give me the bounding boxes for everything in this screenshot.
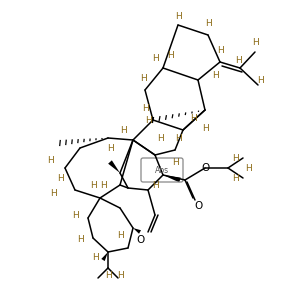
Text: H: H: [175, 11, 181, 20]
Text: H: H: [140, 74, 146, 82]
Text: H: H: [232, 174, 238, 183]
Polygon shape: [133, 228, 141, 234]
Text: H: H: [105, 270, 111, 279]
Text: H: H: [245, 164, 251, 172]
Text: H: H: [172, 158, 178, 166]
Text: O: O: [194, 201, 202, 211]
Polygon shape: [101, 252, 108, 261]
Text: H: H: [235, 55, 241, 64]
Text: H: H: [217, 45, 223, 55]
Text: H: H: [152, 181, 158, 189]
Text: H: H: [100, 181, 106, 189]
Text: H: H: [252, 37, 258, 47]
Text: H: H: [77, 235, 84, 245]
Polygon shape: [163, 175, 181, 182]
Text: H: H: [201, 124, 208, 133]
Text: H: H: [256, 76, 263, 85]
Text: H: H: [205, 18, 211, 28]
Text: H: H: [47, 156, 53, 164]
Text: H: H: [157, 133, 163, 143]
Text: H: H: [167, 51, 173, 60]
Text: H: H: [72, 210, 78, 220]
Text: H: H: [152, 53, 158, 62]
Text: H: H: [117, 231, 123, 239]
Text: H: H: [175, 133, 181, 143]
Text: H: H: [107, 143, 113, 153]
Text: H: H: [142, 103, 148, 112]
Text: H: H: [190, 114, 196, 122]
Text: O: O: [201, 163, 209, 173]
Text: H: H: [117, 270, 123, 279]
Text: H: H: [212, 70, 218, 80]
Polygon shape: [108, 160, 120, 173]
Text: H: H: [57, 174, 63, 183]
Text: H: H: [50, 189, 56, 197]
Text: Abs: Abs: [155, 166, 169, 174]
Text: H: H: [89, 181, 96, 189]
Text: O: O: [136, 235, 144, 245]
Text: H: H: [144, 116, 151, 124]
Text: H: H: [91, 254, 98, 262]
Text: H: H: [232, 153, 238, 162]
Text: H: H: [120, 126, 126, 135]
